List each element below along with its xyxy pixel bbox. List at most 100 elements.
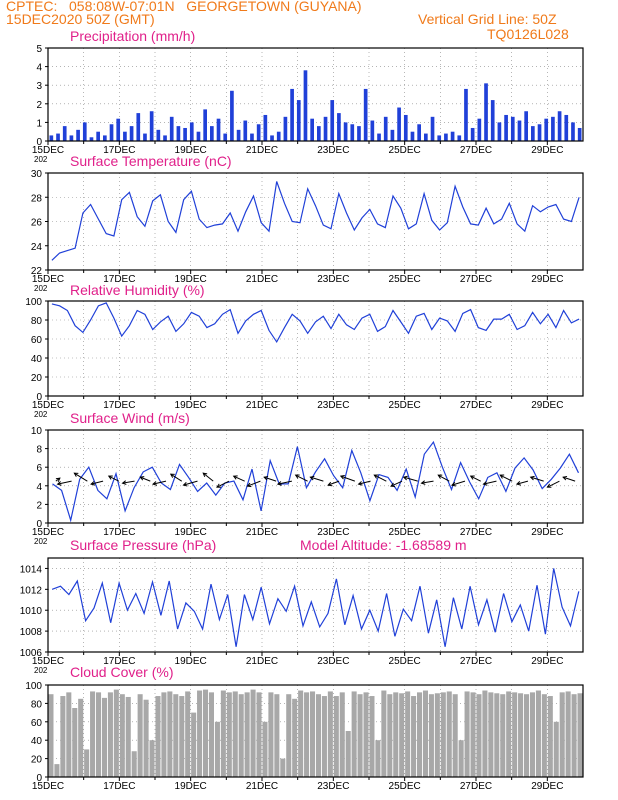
- bar: [103, 135, 107, 141]
- bar: [517, 120, 522, 141]
- y-tick-label: 1012: [20, 585, 43, 596]
- wind-arrow-head: [373, 474, 379, 479]
- bar: [559, 692, 565, 777]
- bar: [571, 694, 577, 777]
- x-tick-label: 21DEC: [246, 145, 278, 156]
- wind-arrow-head: [390, 482, 396, 487]
- bar: [510, 116, 515, 141]
- wind-arrow-head: [339, 475, 345, 480]
- y-tick-label: 20: [31, 755, 43, 766]
- header-run-id: TQ0126L028: [487, 26, 569, 42]
- bar: [383, 116, 388, 141]
- wind-arrow: [74, 472, 88, 482]
- x-tick-label: 19DEC: [175, 145, 207, 156]
- bar: [143, 133, 147, 141]
- header-grid-note: Vertical Grid Line: 50Z: [418, 11, 557, 27]
- x-tick-label: 17DEC: [103, 400, 135, 411]
- bar: [62, 126, 67, 141]
- bar: [490, 100, 495, 141]
- bar: [189, 122, 194, 141]
- y-tick-label: 30: [31, 169, 43, 180]
- bar: [541, 694, 547, 777]
- year-fragment: 202: [34, 537, 48, 546]
- x-tick-label: 23DEC: [317, 274, 349, 285]
- bar: [551, 116, 555, 141]
- x-tick-label: 21DEC: [246, 274, 278, 285]
- y-tick-label: 0: [36, 392, 42, 403]
- bar: [337, 113, 341, 141]
- bar: [90, 691, 96, 777]
- bar: [343, 122, 348, 141]
- bar: [298, 690, 304, 777]
- bar: [553, 721, 559, 777]
- x-tick-label: 15DEC: [32, 527, 64, 538]
- bar: [417, 124, 421, 141]
- wind-arrow: [516, 480, 529, 485]
- bar: [54, 764, 60, 777]
- panel-frame: [47, 684, 584, 778]
- bar: [357, 694, 363, 777]
- y-tick-label: 1010: [20, 606, 43, 617]
- y-tick-label: 100: [25, 681, 42, 692]
- y-tick-label: 60: [31, 718, 43, 729]
- wind-arrow: [421, 480, 434, 484]
- bar: [256, 124, 261, 141]
- wind-arrow-head: [499, 474, 505, 479]
- bar: [109, 124, 114, 141]
- x-tick-label: 15DEC: [32, 656, 64, 667]
- bar: [387, 694, 393, 777]
- x-tick-label: 27DEC: [460, 274, 492, 285]
- y-tick-label: 24: [31, 242, 43, 253]
- wind-arrow: [310, 476, 324, 482]
- x-tick-label: 23DEC: [317, 527, 349, 538]
- bar: [564, 114, 569, 141]
- wind-arrow: [358, 480, 371, 485]
- bar: [208, 692, 214, 777]
- bar: [393, 692, 399, 777]
- bar: [323, 116, 328, 141]
- bar: [428, 694, 434, 777]
- y-tick-label: 40: [31, 354, 43, 365]
- bar: [250, 689, 256, 777]
- wind-arrow: [170, 473, 183, 482]
- wind-arrow: [340, 475, 356, 482]
- wind-arrow: [470, 475, 481, 482]
- series-line: [51, 302, 580, 344]
- panel-title: Relative Humidity (%): [70, 282, 205, 298]
- x-tick-label: 25DEC: [389, 400, 421, 411]
- bar: [351, 691, 357, 777]
- bar: [48, 694, 54, 777]
- y-tick-label: 22: [31, 266, 43, 277]
- bar: [470, 692, 476, 777]
- y-tick-label: 5: [36, 44, 42, 55]
- wind-arrow: [140, 476, 151, 482]
- wind-arrow-head: [309, 475, 315, 481]
- panel-frame: [47, 557, 584, 653]
- bar: [84, 749, 90, 777]
- x-tick-label: 19DEC: [175, 656, 207, 667]
- bar: [304, 692, 310, 777]
- wind-arrow-head: [202, 472, 208, 478]
- bar: [76, 129, 80, 141]
- y-tick-label: 1014: [20, 564, 43, 575]
- wind-arrow: [264, 476, 277, 482]
- bar: [101, 697, 107, 777]
- x-tick-label: 29DEC: [531, 274, 563, 285]
- bar: [49, 135, 54, 141]
- bar: [506, 691, 512, 777]
- bar: [156, 129, 161, 141]
- wind-arrow: [327, 480, 340, 486]
- bar: [296, 100, 301, 141]
- bar: [390, 129, 395, 141]
- bar: [422, 690, 428, 777]
- bar: [250, 133, 254, 141]
- wind-arrow-head: [56, 481, 62, 486]
- bar: [457, 135, 462, 141]
- bar: [197, 690, 203, 777]
- wind-arrow-head: [482, 481, 488, 486]
- wind-arrow-head: [55, 477, 61, 482]
- wind-arrow-head: [450, 481, 457, 487]
- bar: [440, 692, 446, 777]
- header-line-2: 15DEC2020 50Z (GMT): [6, 11, 155, 27]
- model-altitude: Model Altitude: -1.68589 m: [300, 537, 467, 553]
